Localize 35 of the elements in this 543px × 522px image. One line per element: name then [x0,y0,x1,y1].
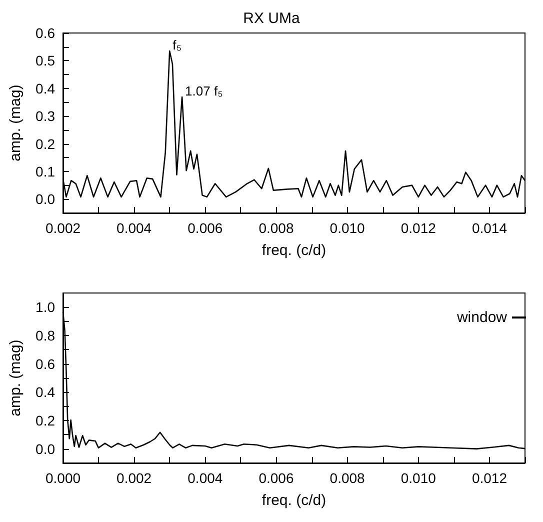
y-tick-label: 1.0 [36,299,56,316]
x-tick-label: 0.006 [258,470,294,486]
y-tick-label: 0.3 [36,108,56,124]
x-tick-label: 0.010 [330,220,366,236]
x-tick-label: 0.004 [188,470,223,486]
y-tick-label: 0.0 [36,191,56,208]
x-tick-label: 0.010 [400,470,436,486]
y-tick-label: 0.4 [36,384,56,400]
x-tick-label: 0.014 [472,220,508,236]
chart-title: RX UMa [243,10,300,27]
x-tick-label: 0.012 [472,470,508,486]
y-axis-title: amp. (mag) [7,84,24,162]
annotation: 1.07 f₅ [185,83,223,98]
y-axis-title: amp. (mag) [7,340,24,416]
x-tick-label: 0.004 [116,220,152,236]
x-tick-label: 0.000 [45,470,81,486]
x-tick-label: 0.002 [116,470,152,486]
x-tick-label: 0.012 [400,220,436,236]
y-tick-label: 0.2 [36,136,56,152]
y-tick-label: 0.0 [36,440,56,457]
x-tick-label: 0.002 [45,220,81,236]
annotation: f₅ [172,38,182,52]
x-axis-title: freq. (c/d) [262,492,326,509]
y-tick-label: 0.4 [36,80,56,96]
y-tick-label: 0.8 [36,328,56,344]
x-axis-title: freq. (c/d) [262,242,326,259]
y-tick-label: 0.6 [36,25,56,41]
y-tick-label: 0.1 [36,163,56,180]
y-tick-label: 0.2 [36,412,56,428]
y-tick-label: 0.6 [36,356,56,372]
x-tick-label: 0.008 [258,220,294,236]
y-tick-label: 0.5 [36,52,56,69]
legend-label: window [456,309,508,326]
x-tick-label: 0.008 [330,470,366,486]
x-tick-label: 0.006 [188,220,223,236]
